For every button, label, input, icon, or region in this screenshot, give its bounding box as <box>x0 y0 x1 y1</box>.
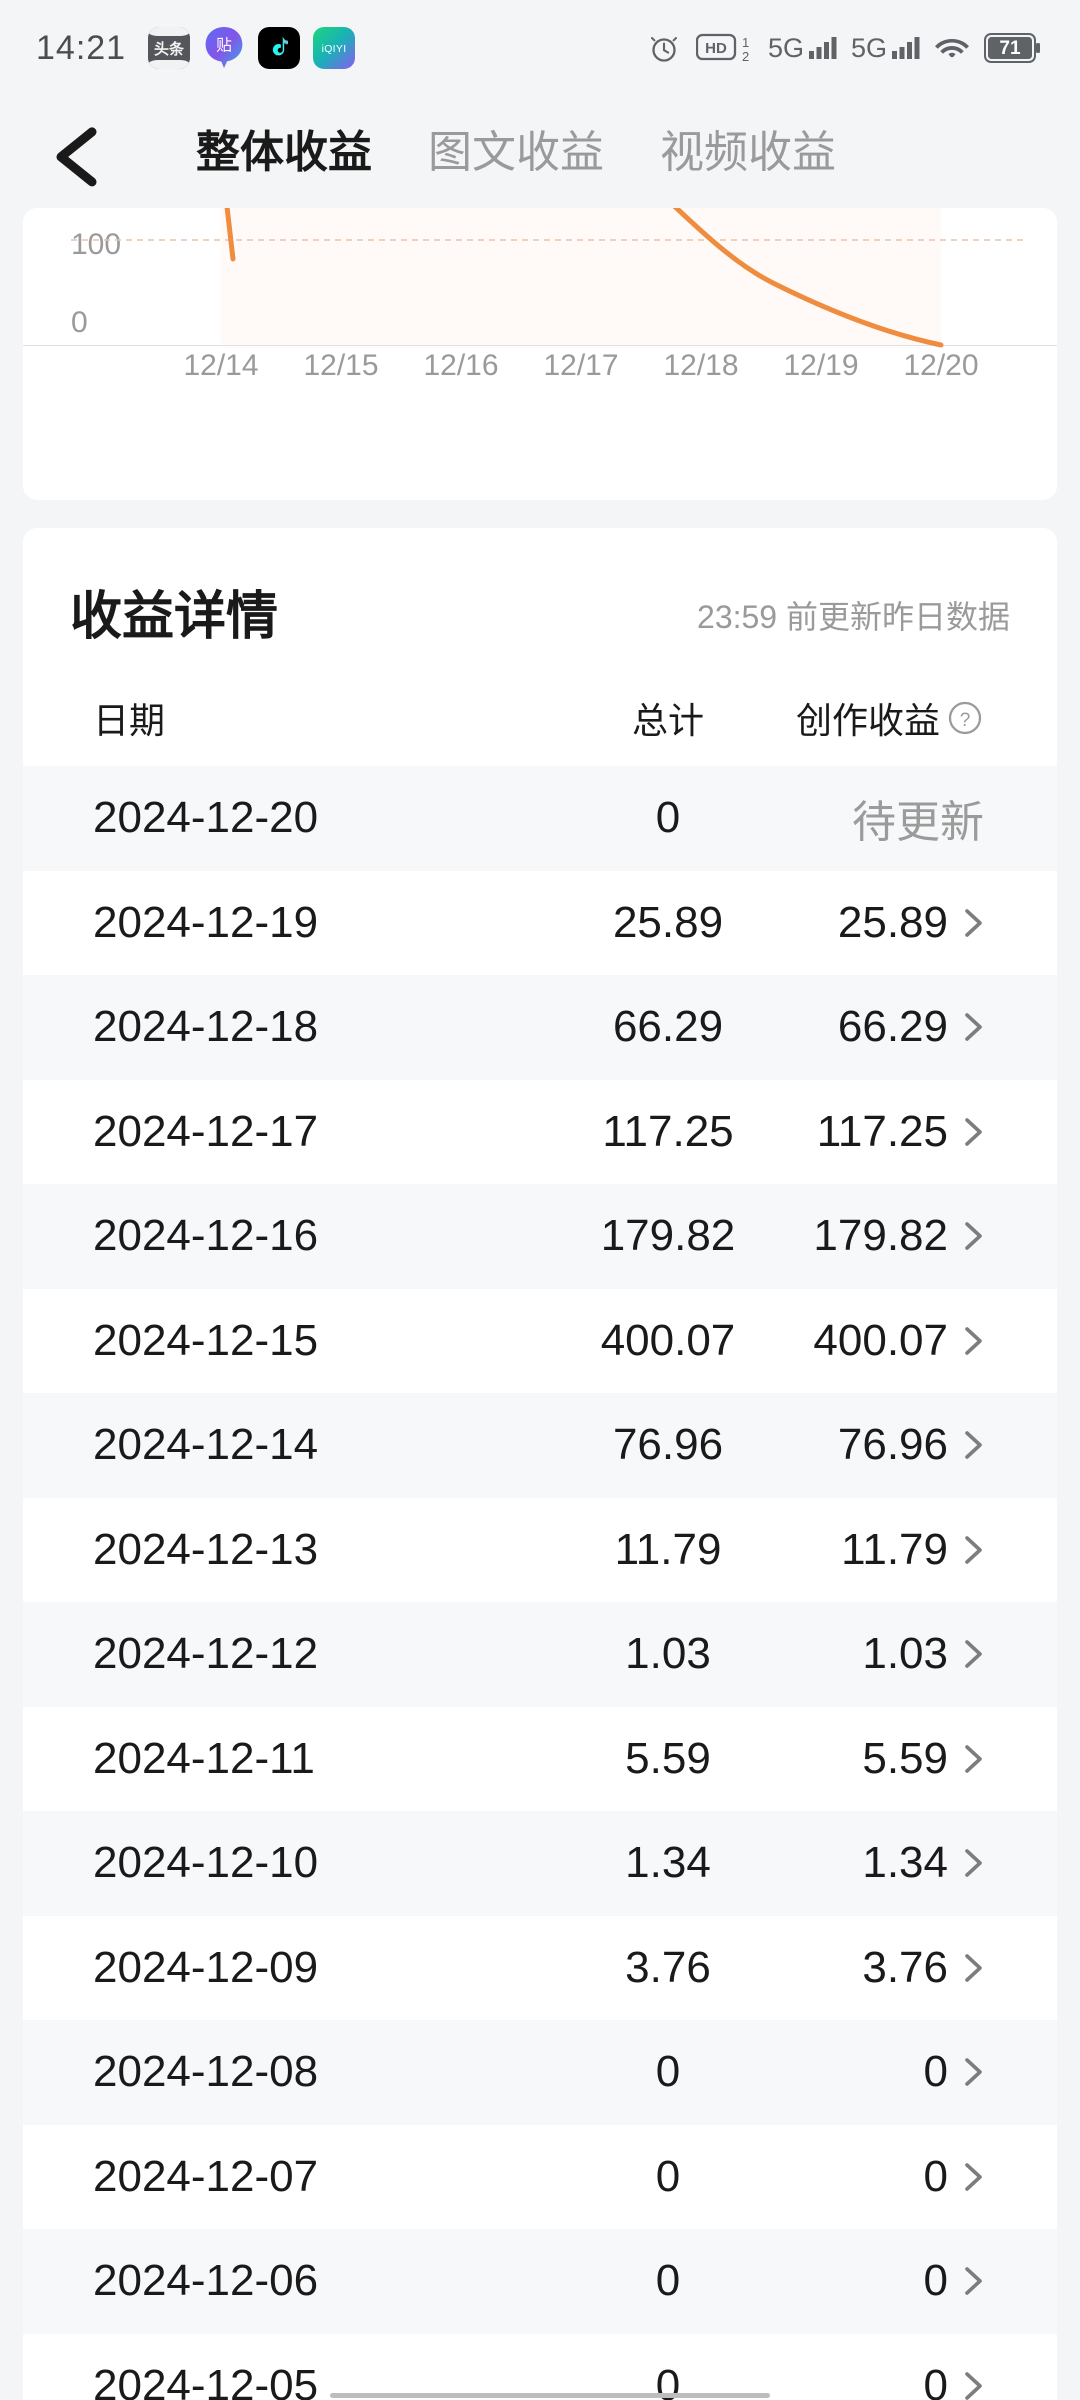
svg-text:贴: 贴 <box>216 37 232 55</box>
svg-text:iQIYI: iQIYI <box>322 43 347 55</box>
svg-text:2: 2 <box>742 49 749 64</box>
svg-text:头条: 头条 <box>154 40 185 58</box>
svg-text:71: 71 <box>999 38 1021 59</box>
svg-text:1: 1 <box>742 35 749 50</box>
svg-text:?: ? <box>960 710 971 731</box>
svg-text:HD: HD <box>705 40 727 57</box>
